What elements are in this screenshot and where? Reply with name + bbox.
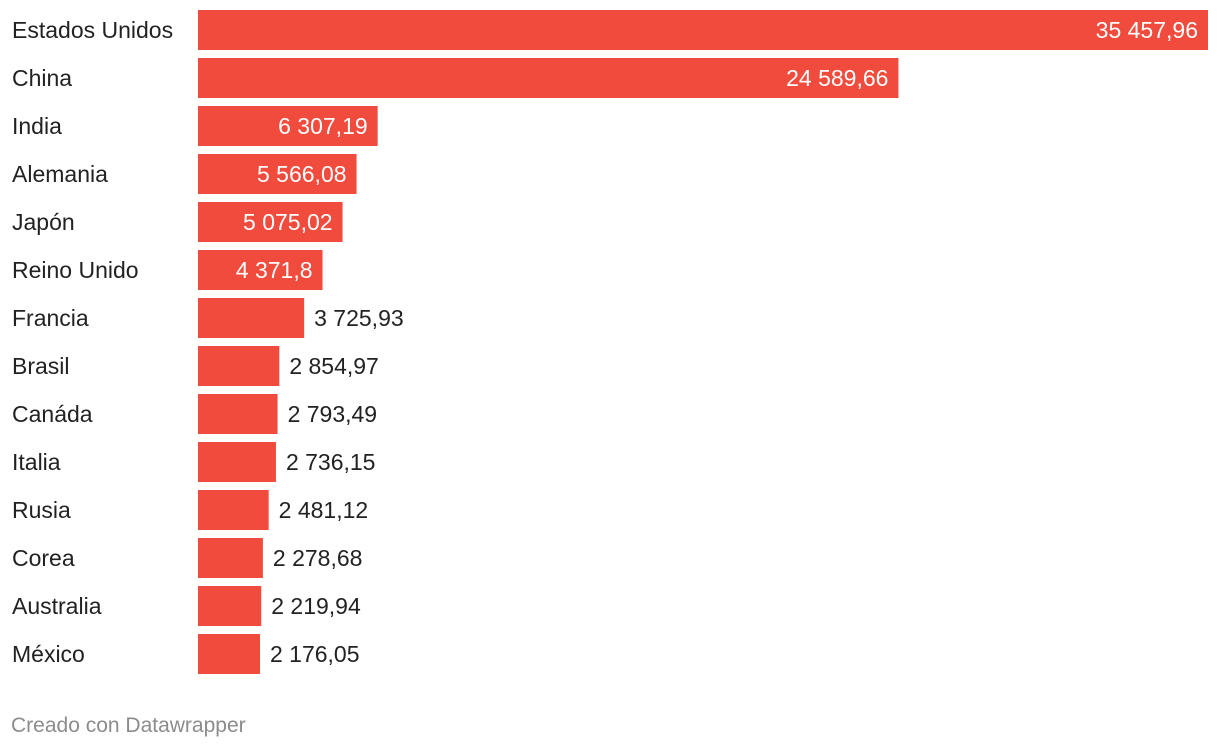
value-label-méxico: 2 176,05 bbox=[270, 641, 360, 667]
value-label-rusia: 2 481,12 bbox=[279, 497, 369, 523]
bar-alemania bbox=[198, 154, 357, 194]
category-label-china: China bbox=[12, 65, 72, 91]
value-label-japón: 5 075,02 bbox=[243, 209, 333, 235]
bar-estados-unidos bbox=[198, 10, 1208, 50]
bar-francia bbox=[198, 298, 305, 338]
value-label-australia: 2 219,94 bbox=[271, 593, 361, 619]
value-label-brasil: 2 854,97 bbox=[289, 353, 379, 379]
bar-canáda bbox=[198, 394, 278, 434]
bar-china bbox=[198, 58, 899, 98]
bar-corea bbox=[198, 538, 263, 578]
category-label-japón: Japón bbox=[12, 209, 75, 235]
value-label-corea: 2 278,68 bbox=[273, 545, 363, 571]
value-label-italia: 2 736,15 bbox=[286, 449, 376, 475]
bar-chart: Estados Unidos 35 457,96 China 24 589,66 Ind… bbox=[12, 10, 1208, 674]
category-label-italia: Italia bbox=[12, 449, 61, 475]
category-label-alemania: Alemania bbox=[12, 161, 108, 187]
value-label-canáda: 2 793,49 bbox=[288, 401, 378, 427]
value-label-estados-unidos: 35 457,96 bbox=[1096, 17, 1198, 43]
datawrapper-credit-link[interactable]: Creado con Datawrapper bbox=[11, 714, 246, 737]
value-label-alemania: 5 566,08 bbox=[257, 161, 347, 187]
bar-rusia bbox=[198, 490, 269, 530]
bar-india bbox=[198, 106, 378, 146]
bar-brasil bbox=[198, 346, 280, 386]
category-label-india: India bbox=[12, 113, 62, 139]
bar-reino-unido bbox=[198, 250, 323, 290]
category-label-brasil: Brasil bbox=[12, 353, 70, 379]
value-label-francia: 3 725,93 bbox=[314, 305, 404, 331]
value-label-china: 24 589,66 bbox=[786, 65, 888, 91]
category-label-méxico: México bbox=[12, 641, 85, 667]
bar-japón bbox=[198, 202, 343, 242]
value-label-reino-unido: 4 371,8 bbox=[236, 257, 313, 283]
category-label-australia: Australia bbox=[12, 593, 102, 619]
category-label-corea: Corea bbox=[12, 545, 75, 571]
bar-méxico bbox=[198, 634, 260, 674]
bar-australia bbox=[198, 586, 262, 626]
bar-italia bbox=[198, 442, 276, 482]
category-label-rusia: Rusia bbox=[12, 497, 71, 523]
category-label-estados-unidos: Estados Unidos bbox=[12, 17, 173, 43]
value-label-india: 6 307,19 bbox=[278, 113, 368, 139]
category-label-canáda: Canáda bbox=[12, 401, 93, 427]
category-label-francia: Francia bbox=[12, 305, 89, 331]
category-label-reino-unido: Reino Unido bbox=[12, 257, 139, 283]
